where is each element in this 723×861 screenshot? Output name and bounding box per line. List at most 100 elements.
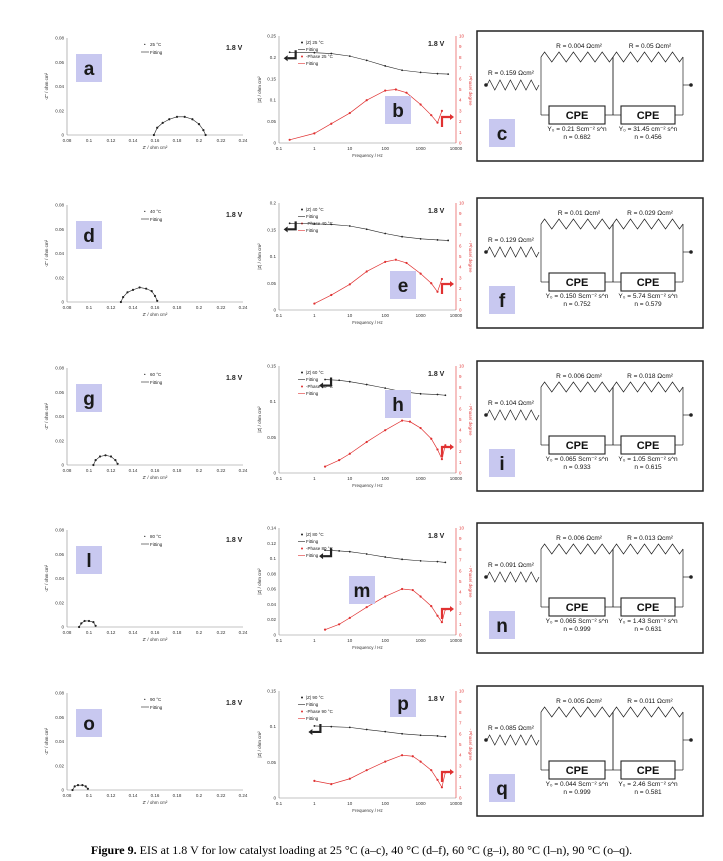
data-point bbox=[153, 294, 157, 298]
voltage-label: 1.8 V bbox=[428, 533, 445, 540]
panel-label: b bbox=[392, 101, 404, 122]
x-axis-label: Frequency / Hz bbox=[352, 320, 383, 325]
y-axis-label: -Z'' / ohm cm² bbox=[44, 402, 49, 430]
y-tick-label: 0 bbox=[61, 463, 64, 468]
data-point bbox=[183, 115, 186, 118]
phase-point bbox=[384, 760, 387, 763]
x-tick-label: 0.1 bbox=[86, 793, 93, 798]
parallel-resistance: R = 0.005 Ωcm² bbox=[556, 698, 603, 705]
y-tick-label: 0 bbox=[61, 133, 64, 138]
magnitude-point bbox=[384, 232, 387, 235]
y2-tick-label: 4 bbox=[459, 753, 462, 758]
fit-curve bbox=[93, 454, 118, 466]
equivalent-circuit-n: R = 0.091 Ωcm² CPE R = 0.006 Ωcm² Y₀ = 0.06… bbox=[476, 522, 704, 654]
phase-point bbox=[411, 755, 414, 758]
x-tick-label: 10 bbox=[347, 313, 353, 318]
phase-point bbox=[405, 261, 408, 265]
series-resistor bbox=[486, 734, 540, 746]
y2-tick-label: 8 bbox=[459, 385, 462, 390]
phase-point bbox=[394, 258, 397, 261]
data-point bbox=[92, 463, 95, 467]
phase-point bbox=[323, 465, 327, 468]
phase-point bbox=[419, 760, 422, 763]
x-tick-label: 0.16 bbox=[151, 793, 160, 798]
x-tick-label: 0.2 bbox=[196, 793, 203, 798]
x-tick-label: 10000 bbox=[450, 638, 463, 643]
series-resistor bbox=[486, 571, 540, 583]
y-tick-label: 0.14 bbox=[267, 526, 276, 531]
cpe-admittance: Y₀ = 5.74 Scm⁻² s^n bbox=[618, 293, 678, 300]
magnitude-point bbox=[365, 228, 368, 231]
legend-fitting: Fitting bbox=[150, 542, 163, 547]
x-tick-label: 0.1 bbox=[86, 305, 93, 310]
y-tick-label: 0.06 bbox=[55, 552, 64, 557]
cpe-admittance: Y₀ = 0.21 Scm⁻² s^n bbox=[547, 126, 607, 133]
y-axis-label: -Z'' / ohm cm² bbox=[44, 727, 49, 755]
cpe-exponent: n = 0.999 bbox=[563, 626, 591, 633]
y-tick-label: 0.08 bbox=[55, 366, 64, 371]
y-tick-label: 0.04 bbox=[55, 84, 64, 89]
x-tick-label: 0.14 bbox=[129, 468, 138, 473]
legend-marker: • bbox=[144, 372, 146, 377]
data-point bbox=[202, 129, 205, 132]
series-resistance: R = 0.104 Ωcm² bbox=[488, 400, 535, 407]
magnitude-point bbox=[401, 235, 403, 238]
y-tick-label: 0.2 bbox=[270, 55, 277, 60]
phase-point bbox=[430, 605, 433, 608]
data-point bbox=[94, 459, 97, 462]
series-resistance: R = 0.091 Ωcm² bbox=[488, 562, 535, 569]
phase-axis-arrow bbox=[440, 115, 450, 127]
phase-point bbox=[394, 88, 397, 91]
phase-point bbox=[408, 420, 412, 423]
terminal-left bbox=[484, 413, 488, 417]
phase-point bbox=[384, 595, 387, 598]
y-tick-label: 0.04 bbox=[55, 576, 64, 581]
y-axis-label: -Z'' / ohm cm² bbox=[44, 564, 49, 592]
x-tick-label: 0.08 bbox=[63, 305, 72, 310]
phase-axis-arrow bbox=[440, 445, 450, 457]
y2-axis-label: - Phase/ degree bbox=[468, 73, 473, 106]
phase-point bbox=[400, 587, 404, 591]
x-tick-label: 0.1 bbox=[86, 630, 93, 635]
magnitude-fit bbox=[289, 223, 449, 241]
x-tick-label: 0.18 bbox=[173, 793, 182, 798]
legend-entry: -Phase 90 °C bbox=[306, 709, 334, 714]
series-resistor bbox=[486, 409, 540, 421]
x-tick-label: 0.14 bbox=[129, 793, 138, 798]
data-point bbox=[83, 619, 86, 623]
y2-tick-label: 5 bbox=[459, 579, 462, 584]
x-tick-label: 0.22 bbox=[217, 630, 226, 635]
phase-point bbox=[400, 419, 404, 422]
y2-tick-label: 7 bbox=[459, 721, 462, 726]
x-tick-label: 0.08 bbox=[63, 138, 72, 143]
legend-marker bbox=[301, 696, 303, 699]
panel-label: p bbox=[397, 694, 409, 715]
legend-entry: |Z| 60 °C bbox=[306, 370, 324, 375]
panel-label: c bbox=[497, 124, 508, 145]
y2-tick-label: 2 bbox=[459, 119, 462, 124]
parallel-resistor bbox=[612, 381, 684, 393]
legend-fitting: Fitting bbox=[150, 380, 163, 385]
y-tick-label: 0 bbox=[273, 633, 276, 638]
y-tick-label: 0.06 bbox=[55, 715, 64, 720]
x-tick-label: 1 bbox=[313, 638, 316, 643]
phase-point bbox=[436, 448, 439, 451]
phase-fit bbox=[324, 588, 446, 630]
x-tick-label: 10000 bbox=[450, 801, 463, 806]
cpe-admittance: Y₀ = 2.46 Scm⁻² s^n bbox=[618, 781, 678, 788]
y-tick-label: 0.02 bbox=[55, 108, 64, 113]
bode-plot-p: 0.1 1 10 100 1000 1000000.050.10.150123456789… bbox=[257, 689, 473, 814]
panel-label: f bbox=[499, 291, 506, 312]
magnitude-point bbox=[401, 558, 403, 561]
parallel-resistor bbox=[612, 543, 684, 555]
x-tick-label: 10000 bbox=[450, 313, 463, 318]
magnitude-point bbox=[324, 378, 326, 381]
x-axis-label: Frequency / Hz bbox=[352, 483, 383, 488]
parallel-resistor bbox=[540, 706, 614, 718]
legend-entry: Fitting bbox=[306, 716, 319, 721]
y-tick-label: 0.02 bbox=[55, 600, 64, 605]
legend-entry: -Phase 25 °C bbox=[306, 54, 334, 59]
y-tick-label: 0 bbox=[273, 471, 276, 476]
panel-label: e bbox=[398, 276, 409, 297]
magnitude-point bbox=[436, 239, 439, 241]
